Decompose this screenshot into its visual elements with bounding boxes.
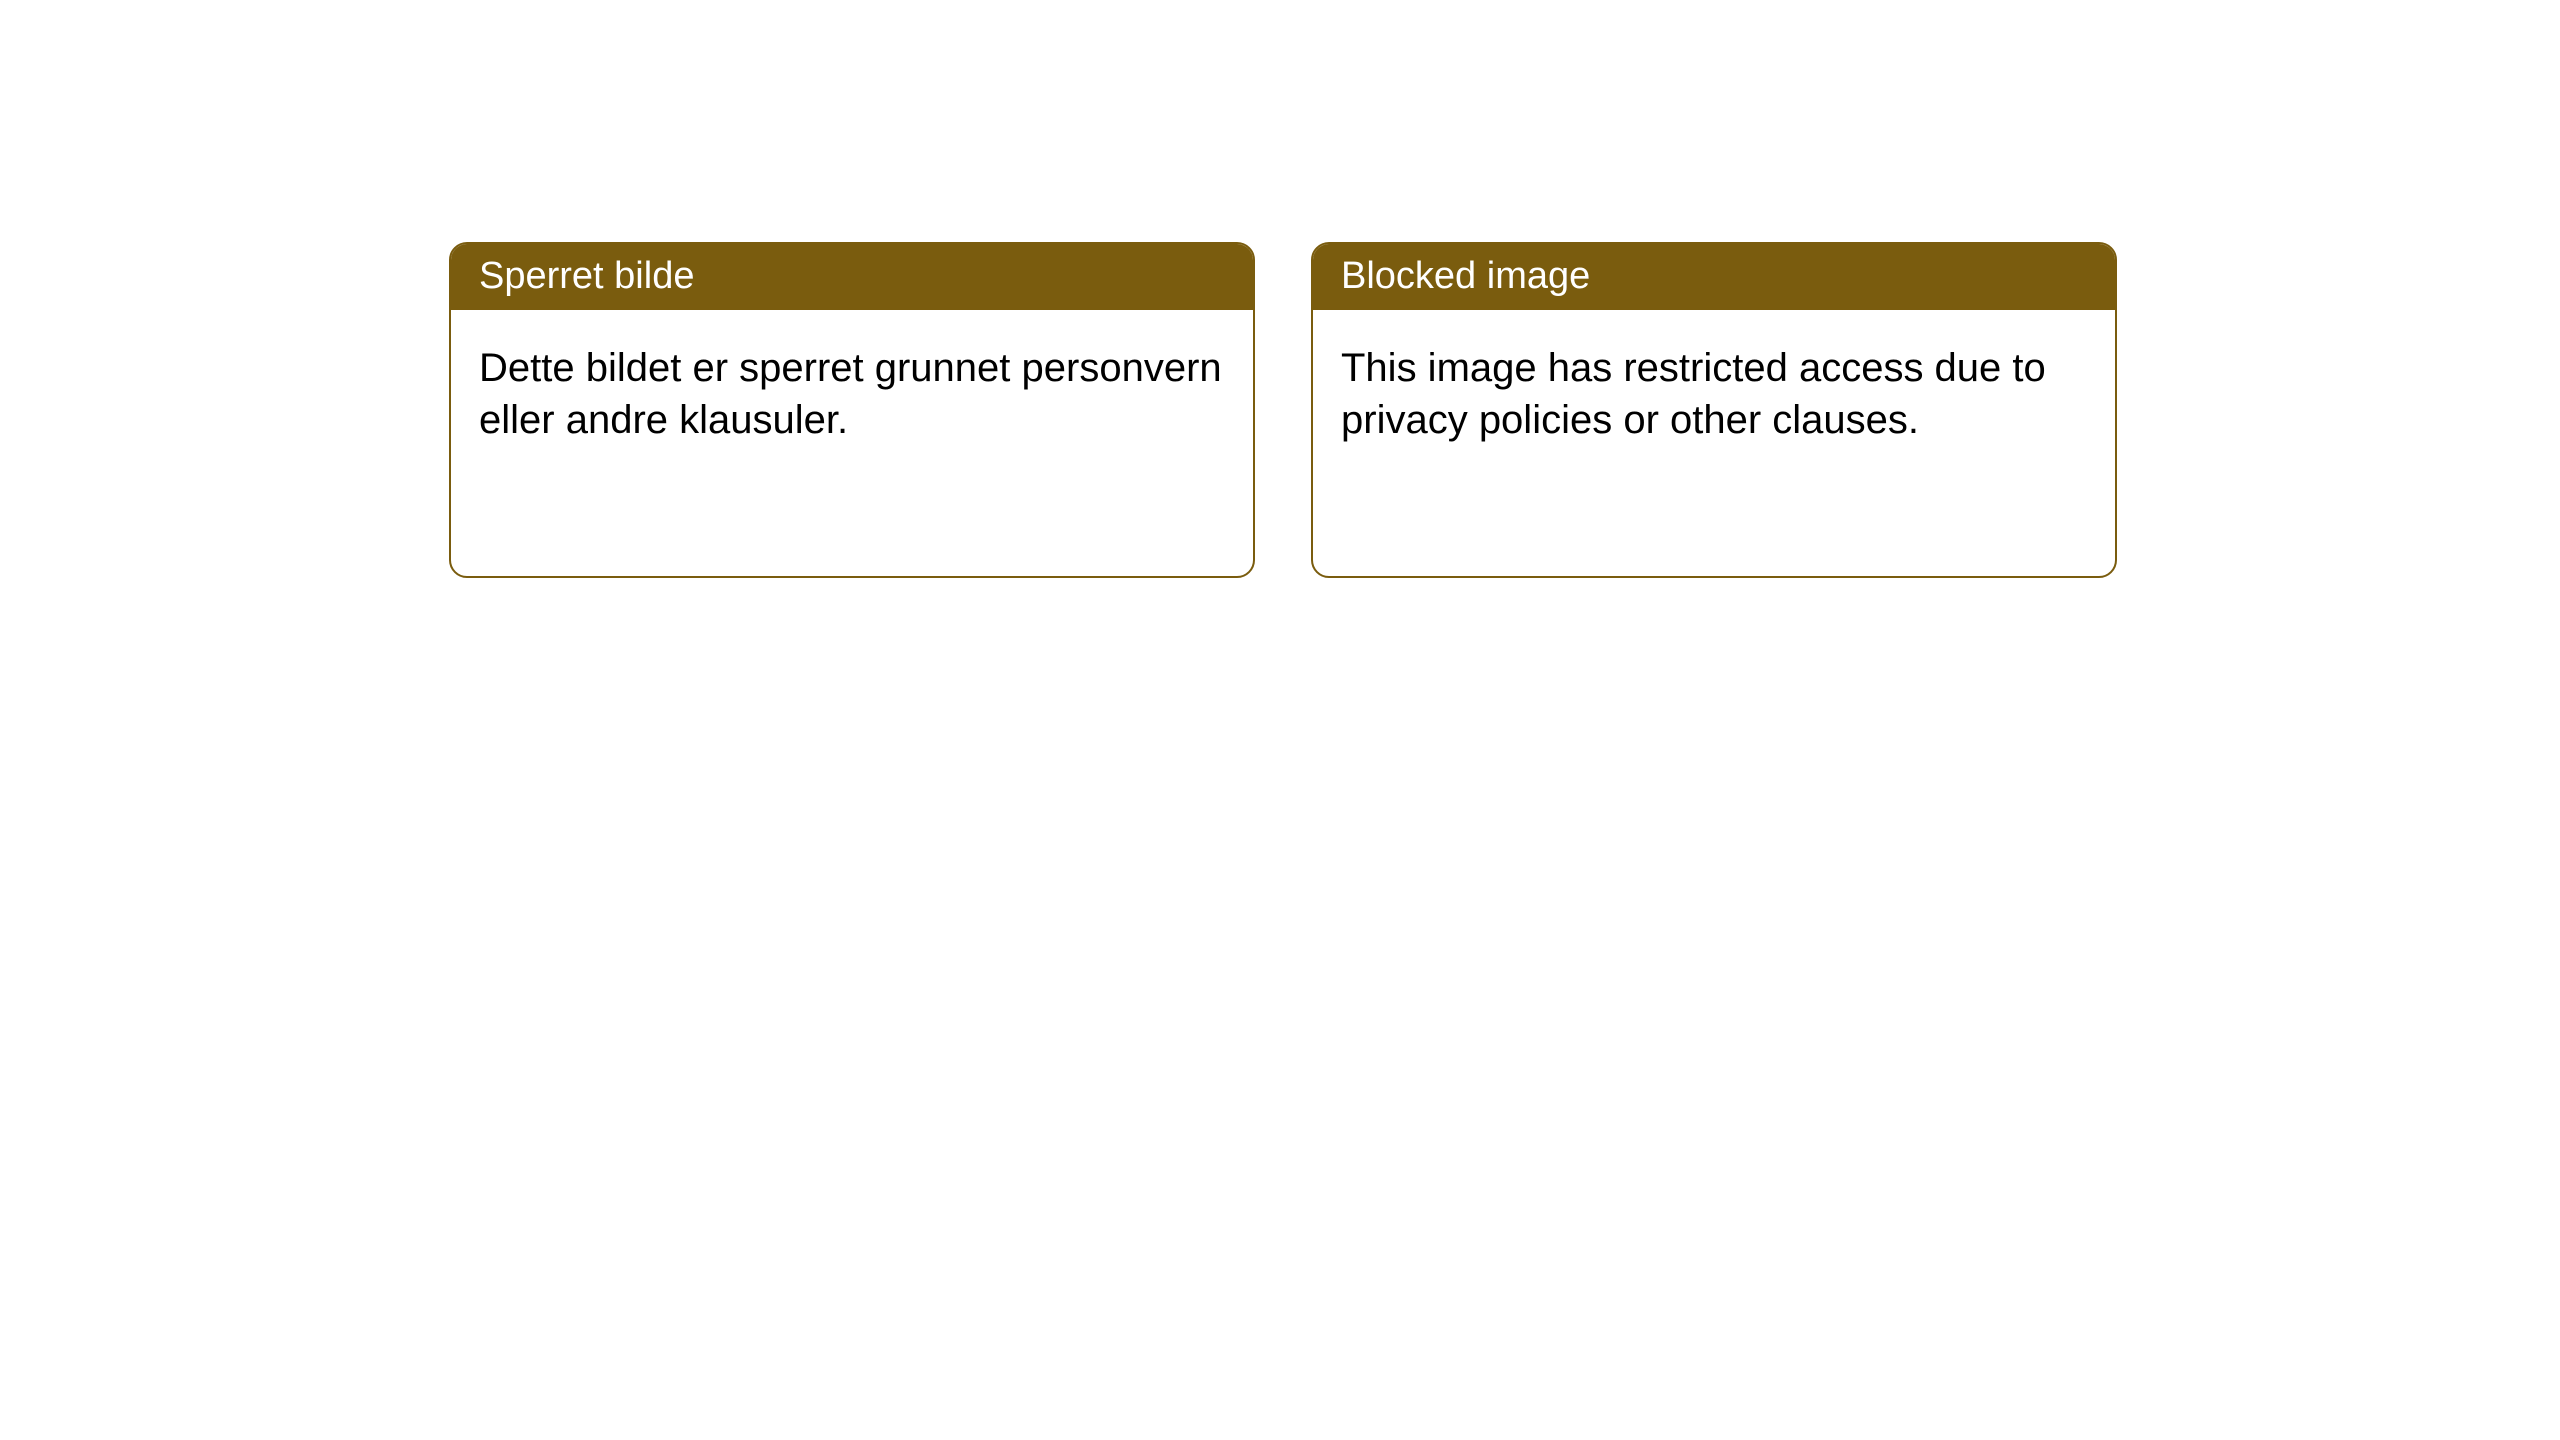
notice-card-body: This image has restricted access due to … [1313,310,2115,478]
notice-card-title: Sperret bilde [479,255,694,297]
notice-card-header: Sperret bilde [451,244,1253,310]
notice-card-body: Dette bildet er sperret grunnet personve… [451,310,1253,478]
notice-card-english: Blocked image This image has restricted … [1311,242,2117,578]
notice-card-text: This image has restricted access due to … [1341,346,2046,442]
notice-card-header: Blocked image [1313,244,2115,310]
notice-card-text: Dette bildet er sperret grunnet personve… [479,346,1222,442]
notice-cards-container: Sperret bilde Dette bildet er sperret gr… [449,242,2117,578]
notice-card-title: Blocked image [1341,255,1590,297]
notice-card-norwegian: Sperret bilde Dette bildet er sperret gr… [449,242,1255,578]
